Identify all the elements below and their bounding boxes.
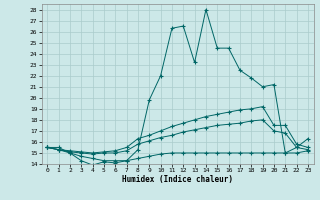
X-axis label: Humidex (Indice chaleur): Humidex (Indice chaleur): [122, 175, 233, 184]
